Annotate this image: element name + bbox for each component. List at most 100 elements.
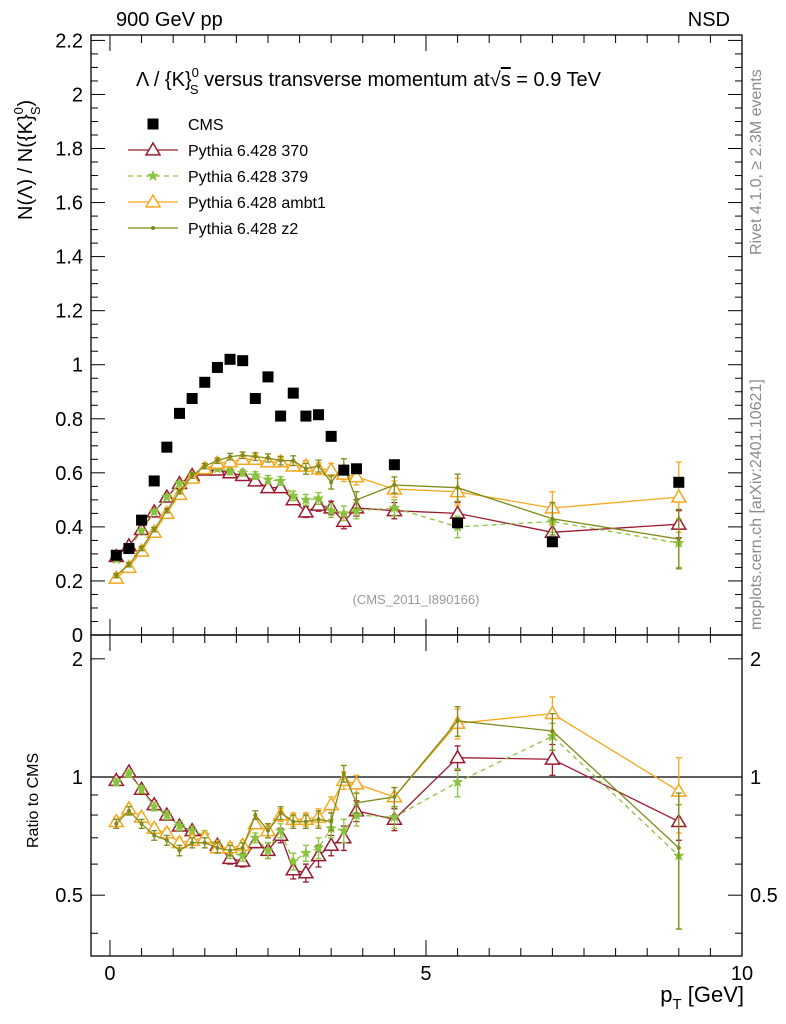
series-pythia-6-428-z2-ratio-point xyxy=(177,848,182,853)
series-pythia-6-428-z2-ratio-point xyxy=(265,828,270,833)
ratio-tick-label: 1 xyxy=(72,767,83,789)
series-pythia-6-428-z2-point xyxy=(126,562,131,567)
series-pythia-6-428-370-ratio-point xyxy=(322,836,340,851)
legend-marker xyxy=(147,118,159,130)
y-tick-label: 1 xyxy=(72,355,83,377)
y-tick-label: 1.2 xyxy=(55,301,83,323)
legend-label: Pythia 6.428 ambt1 xyxy=(188,195,326,212)
series-pythia-6-428-379-point xyxy=(388,501,401,514)
cms-data-point xyxy=(136,514,148,526)
series-pythia-6-428-379-ratio-point xyxy=(123,767,135,779)
series-pythia-6-428-z2-ratio-point xyxy=(190,840,195,845)
header-right: NSD xyxy=(688,9,730,31)
series-pythia-6-428-379-point xyxy=(135,524,148,536)
series-pythia-6-428-z2-point xyxy=(228,454,233,459)
legend-marker xyxy=(144,141,162,156)
ratio-panel-frame xyxy=(90,634,743,957)
y-tick-label: 1.6 xyxy=(55,193,83,215)
series-pythia-6-428-379-ratio-point xyxy=(388,810,401,823)
series-pythia-6-428-z2-ratio-point xyxy=(202,840,207,845)
series-pythia-6-428-z2-ratio-line xyxy=(115,720,680,852)
series-pythia-6-428-z2-line xyxy=(115,454,679,577)
series-pythia-6-428-z2-point xyxy=(202,464,207,469)
series-pythia-6-428-379-point xyxy=(249,469,262,481)
series-pythia-6-428-379-ratio-line xyxy=(115,735,680,863)
cms-data-point xyxy=(287,387,299,399)
series-pythia-6-428-379-ratio-point xyxy=(312,841,325,853)
y-tick-label: 0.2 xyxy=(55,571,83,593)
series-pythia-6-428-z2-ratio-point xyxy=(341,771,346,776)
series-pythia-6-428-z2-ratio-point xyxy=(550,728,555,733)
header-left: 900 GeV pp xyxy=(116,9,223,31)
series-pythia-6-428-z2-point xyxy=(455,485,460,490)
series-pythia-6-428-z2-point xyxy=(152,527,157,532)
series-pythia-6-428-379-ratio-point xyxy=(299,846,312,859)
series-pythia-6-428-379-ratio-point xyxy=(173,819,186,832)
cms-data-point xyxy=(325,430,337,442)
series-pythia-6-428-z2-point xyxy=(240,453,245,458)
series-pythia-6-428-370-ratio-point xyxy=(544,750,561,765)
series-pythia-6-428-z2-ratio-point xyxy=(253,813,258,818)
series-pythia-6-428-z2-point xyxy=(215,458,220,463)
cms-data-point xyxy=(224,353,236,365)
series-pythia-6-428-ambt1-point xyxy=(221,453,239,468)
series-pythia-6-428-ambt1-ratio-line xyxy=(115,712,680,849)
cms-data-point xyxy=(452,517,464,529)
ratio-tick-label: 2 xyxy=(72,649,83,671)
series-pythia-6-428-379-ratio-point xyxy=(110,775,123,788)
ratio-tick-label-right: 0.5 xyxy=(750,885,778,907)
series-pythia-6-428-ambt1-point xyxy=(670,488,688,503)
series-pythia-6-428-379-ratio-point xyxy=(135,783,148,795)
series-pythia-6-428-z2-point xyxy=(354,497,359,502)
ratio-tick-label: 0.5 xyxy=(55,885,83,907)
series-pythia-6-428-ambt1-ratio-point xyxy=(348,775,365,790)
cms-data-point xyxy=(546,536,558,548)
series-pythia-6-428-370-ratio-point xyxy=(449,749,466,764)
series-pythia-6-428-z2-point xyxy=(316,464,321,469)
series-pythia-6-428-z2-point xyxy=(676,537,681,542)
series-pythia-6-428-379-point xyxy=(337,507,350,519)
cms-data-point xyxy=(673,476,685,488)
sqrt-symbol: √ xyxy=(490,69,501,91)
series-pythia-6-428-z2-point xyxy=(291,458,296,463)
series-pythia-6-428-z2-ratio-point xyxy=(139,821,144,826)
series-pythia-6-428-379-point xyxy=(299,493,312,505)
series-pythia-6-428-379-point xyxy=(224,465,236,477)
legend-marker xyxy=(144,193,162,208)
series-pythia-6-428-379-line xyxy=(115,468,679,560)
x-tick-label: 5 xyxy=(420,963,431,985)
legend-label: CMS xyxy=(188,117,224,134)
series-pythia-6-428-z2-ratio-point xyxy=(164,838,169,843)
series-pythia-6-428-z2-point xyxy=(278,458,283,463)
series-pythia-6-428-z2-ratio-point xyxy=(215,845,220,850)
series-pythia-6-428-370-ratio-point xyxy=(297,864,315,879)
series-pythia-6-428-z2-point xyxy=(265,455,270,460)
series-pythia-6-428-z2-point xyxy=(303,466,308,471)
series-pythia-6-428-379-ratio-point xyxy=(451,775,464,788)
y-tick-label: 0 xyxy=(72,625,83,647)
series-pythia-6-428-z2-ratio-point xyxy=(278,810,283,815)
cms-data-point xyxy=(275,410,287,422)
legend-label: Pythia 6.428 379 xyxy=(188,169,308,186)
cms-data-point xyxy=(350,463,362,475)
series-pythia-6-428-z2-ratio-point xyxy=(329,819,334,824)
series-pythia-6-428-379-ratio-point xyxy=(337,824,350,836)
series-pythia-6-428-z2-ratio-point xyxy=(114,821,119,826)
cms-data-point xyxy=(211,361,223,373)
series-pythia-6-428-z2-ratio-point xyxy=(126,808,131,813)
series-pythia-6-428-370-point xyxy=(259,479,277,494)
cms-data-point xyxy=(148,475,160,487)
series-pythia-6-428-z2-ratio-point xyxy=(303,819,308,824)
series-pythia-6-428-z2-ratio-point xyxy=(152,833,157,838)
cms-data-point xyxy=(388,459,400,471)
series-pythia-6-428-379-point xyxy=(148,505,161,518)
series-pythia-6-428-379-ratio-point xyxy=(274,824,287,836)
series-pythia-6-428-379-point xyxy=(173,477,186,489)
series-pythia-6-428-z2-ratio-point xyxy=(291,819,296,824)
series-pythia-6-428-z2-point xyxy=(177,489,182,494)
cms-data-point xyxy=(249,393,261,405)
series-pythia-6-428-379-point xyxy=(236,466,249,478)
series-pythia-6-428-ambt1-point xyxy=(348,468,365,483)
series-pythia-6-428-379-point xyxy=(287,489,300,501)
